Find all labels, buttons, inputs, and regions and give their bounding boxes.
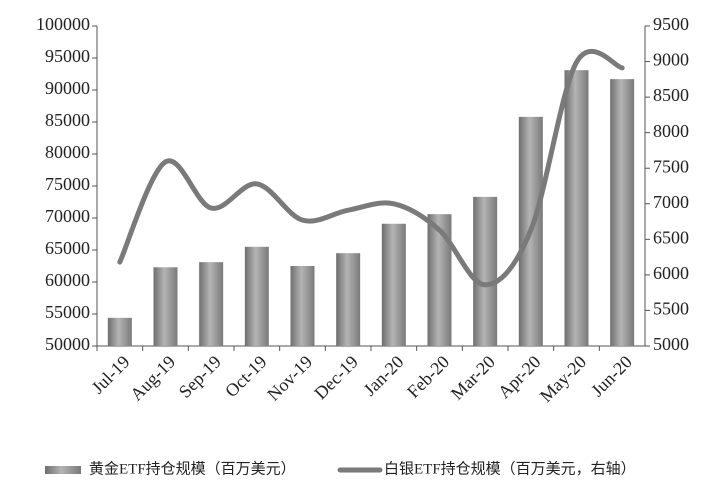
y2-tick-label: 7500 xyxy=(653,156,689,176)
x-tick-label: Dec-19 xyxy=(310,352,362,404)
bar xyxy=(107,317,132,346)
y-tick-label: 90000 xyxy=(45,78,90,98)
y2-tick-label: 6500 xyxy=(653,227,689,247)
y2-tick-label: 8000 xyxy=(653,121,689,141)
bar xyxy=(610,79,635,347)
line xyxy=(117,49,625,288)
legend-label: 黄金ETF持仓规模（百万美元） xyxy=(89,460,296,477)
bar xyxy=(564,70,589,346)
y2-tick-label: 5500 xyxy=(653,299,689,319)
y2-tick-label: 7000 xyxy=(653,192,689,212)
y-tick-label: 80000 xyxy=(45,142,90,162)
y-tick-label: 75000 xyxy=(45,174,90,194)
bar xyxy=(336,253,361,346)
bar xyxy=(290,266,315,346)
x-tick-label: Aug-19 xyxy=(126,352,179,405)
bar xyxy=(381,223,406,346)
y2-tick-label: 8500 xyxy=(653,85,689,105)
bar xyxy=(473,196,498,346)
x-tick-label: Oct-19 xyxy=(221,352,270,401)
bar xyxy=(427,214,452,346)
x-tick-label: Apr-20 xyxy=(494,352,545,403)
x-tick-label: Nov-19 xyxy=(263,352,316,405)
y-tick-label: 65000 xyxy=(45,238,90,258)
y-tick-label: 70000 xyxy=(45,206,90,226)
x-tick-label: Mar-20 xyxy=(447,352,499,404)
y-tick-label: 55000 xyxy=(45,302,90,322)
y-tick-label: 95000 xyxy=(45,46,90,66)
bar xyxy=(244,246,269,346)
legend-swatch xyxy=(45,466,81,474)
y2-tick-label: 9000 xyxy=(653,50,689,70)
x-tick-label: Sep-19 xyxy=(175,352,225,402)
bar xyxy=(153,267,178,346)
y2-tick-label: 9500 xyxy=(653,14,689,34)
y2-tick-label: 5000 xyxy=(653,334,689,354)
bar xyxy=(199,262,224,346)
y-tick-label: 60000 xyxy=(45,270,90,290)
y-tick-label: 50000 xyxy=(45,334,90,354)
y-tick-label: 100000 xyxy=(36,14,90,34)
legend-label: 白银ETF持仓规模（百万美元，右轴） xyxy=(384,460,636,477)
y2-tick-label: 6000 xyxy=(653,263,689,283)
y-tick-label: 85000 xyxy=(45,110,90,130)
x-tick-label: May-20 xyxy=(536,352,590,406)
x-tick-label: Jun-20 xyxy=(587,352,636,401)
x-tick-label: Feb-20 xyxy=(403,352,453,402)
x-tick-label: Jan-20 xyxy=(359,352,407,400)
